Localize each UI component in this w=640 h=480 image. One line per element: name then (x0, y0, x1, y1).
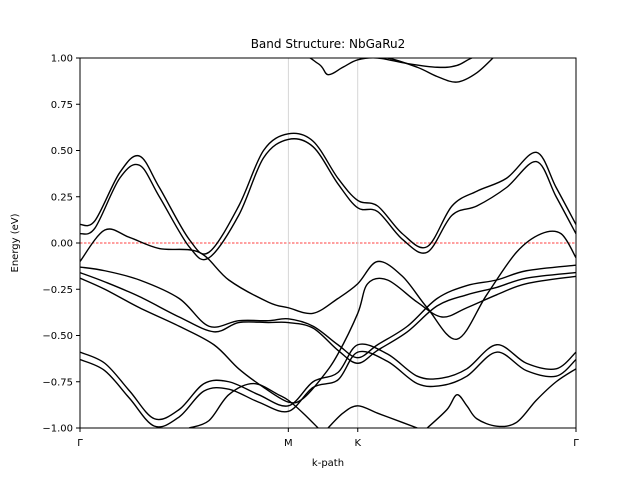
x-tick-label: M (284, 438, 293, 449)
band-line-2 (80, 138, 576, 261)
band-line-11 (188, 382, 319, 428)
y-tick-label: −0.25 (42, 285, 73, 296)
x-tick-label: Γ (573, 438, 579, 449)
band-line-9 (308, 58, 474, 76)
band-line-10 (382, 58, 494, 83)
x-tick-label: Γ (77, 438, 83, 449)
y-tick-label: 0.00 (51, 239, 73, 250)
band-line-6 (80, 275, 576, 404)
y-tick-label: 1.00 (51, 54, 73, 65)
y-tick-label: −0.50 (42, 331, 73, 342)
y-tick-label: 0.75 (51, 100, 73, 111)
x-axis-label: k-path (312, 458, 344, 469)
y-tick-label: 0.25 (51, 192, 73, 203)
y-tick-label: 0.50 (51, 146, 73, 157)
chart-title: Band Structure: NbGaRu2 (251, 37, 406, 51)
band-line-7 (80, 343, 576, 421)
band-line-4 (80, 264, 576, 359)
y-tick-label: −0.75 (42, 377, 73, 388)
band-line-8 (80, 350, 576, 428)
band-line-13 (426, 368, 576, 428)
band-line-3 (80, 228, 576, 340)
band-line-12 (327, 405, 418, 428)
band-line-5 (80, 271, 576, 364)
band-line-1 (80, 132, 576, 255)
y-tick-label: −1.00 (42, 424, 73, 435)
x-tick-label: K (354, 438, 361, 449)
y-axis-label: Energy (eV) (10, 213, 21, 272)
